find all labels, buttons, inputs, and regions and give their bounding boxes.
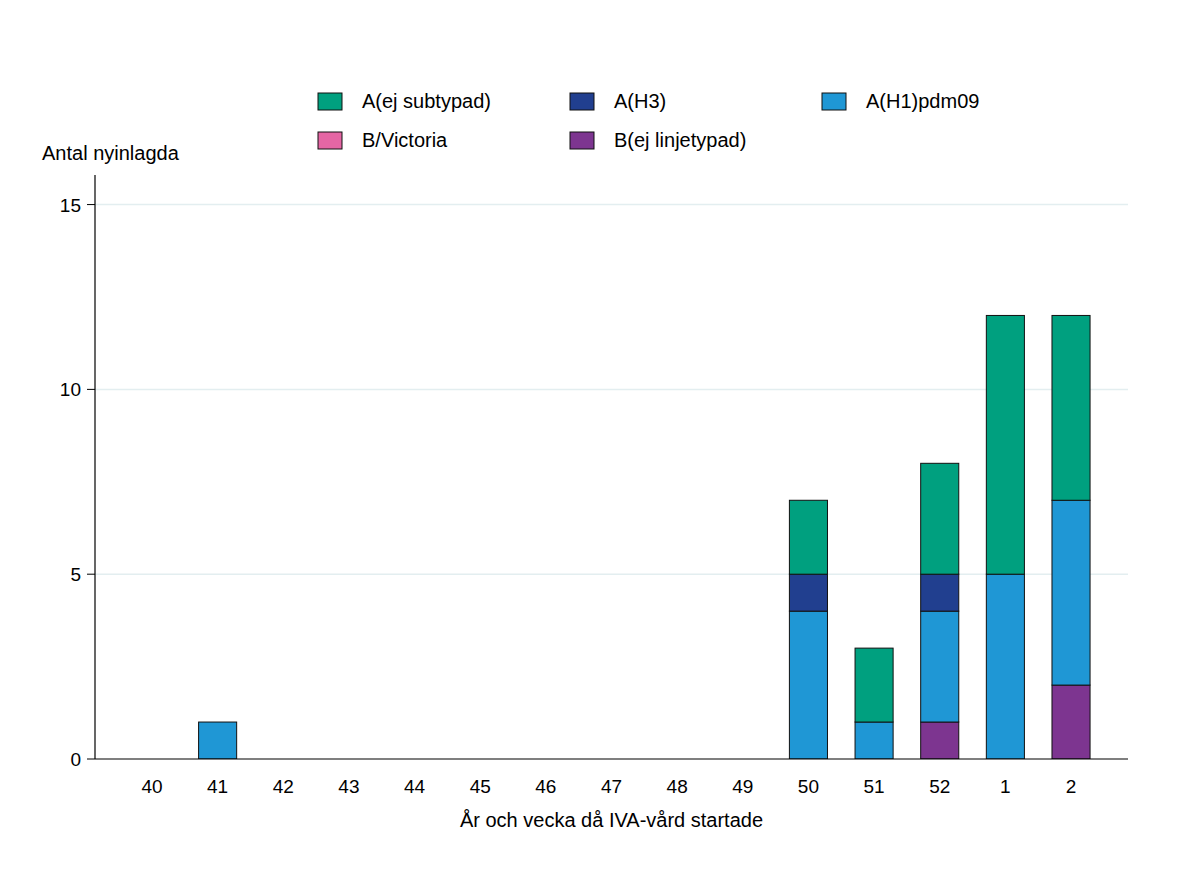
- bar-segment: [789, 574, 827, 611]
- legend-label: B(ej linjetypad): [614, 129, 746, 151]
- legend-label: A(ej subtypad): [362, 90, 491, 112]
- x-tick-label: 52: [929, 776, 950, 797]
- y-tick-label: 10: [60, 379, 81, 400]
- x-tick-label: 41: [207, 776, 228, 797]
- chart: 0 5 10 15 40 41 42 43 44 45 46 47 48 49 50 51 52 1 2 År och…: [0, 0, 1204, 876]
- grid-line: [95, 204, 1128, 206]
- x-tick-label: 42: [273, 776, 294, 797]
- x-axis-label: År och vecka då IVA-vård startade: [460, 809, 763, 831]
- bar-segment: [921, 611, 959, 722]
- x-tick-label: 48: [667, 776, 688, 797]
- y-tick-label: 0: [70, 749, 81, 770]
- grid-line: [95, 573, 1128, 575]
- y-tick-label: 5: [70, 564, 81, 585]
- bar-segment: [986, 574, 1024, 759]
- x-tick-label: 47: [601, 776, 622, 797]
- legend-label: B/Victoria: [362, 129, 448, 151]
- x-tick-label: 1: [1000, 776, 1011, 797]
- bar-segment: [1052, 500, 1090, 685]
- bar-segment: [986, 315, 1024, 574]
- x-tick-label: 40: [141, 776, 162, 797]
- y-tick: [87, 574, 95, 575]
- x-tick-label: 2: [1066, 776, 1077, 797]
- legend-swatch: [822, 93, 846, 110]
- y-tick: [87, 389, 95, 390]
- y-tick: [87, 759, 95, 760]
- bar-segment: [199, 722, 237, 723]
- x-tick-label: 49: [732, 776, 753, 797]
- x-tick-label: 51: [864, 776, 885, 797]
- bar-segment: [855, 648, 893, 722]
- x-tick-label: 45: [470, 776, 491, 797]
- bar-segment: [789, 500, 827, 574]
- bar-segment: [1052, 685, 1090, 759]
- legend-swatch: [570, 93, 594, 110]
- bar-segment: [199, 722, 237, 723]
- bar-segment: [855, 722, 893, 759]
- y-tick: [87, 204, 95, 205]
- bar-segment: [199, 722, 237, 759]
- x-tick-label: 46: [535, 776, 556, 797]
- legend-swatch: [318, 93, 342, 110]
- x-tick-label: 43: [338, 776, 359, 797]
- grid-line: [95, 389, 1128, 391]
- y-axis: [94, 175, 95, 759]
- y-axis-label: Antal nyinlagda: [42, 142, 180, 164]
- y-tick-label: 15: [60, 195, 81, 216]
- legend-swatch: [318, 132, 342, 149]
- bars: [199, 315, 1090, 759]
- bar-segment: [921, 574, 959, 611]
- legend-swatch: [570, 132, 594, 149]
- x-axis: [95, 758, 1128, 759]
- legend-label: A(H3): [614, 90, 666, 112]
- bar-segment: [789, 611, 827, 759]
- legend-label: A(H1)pdm09: [866, 90, 979, 112]
- x-tick-label: 50: [798, 776, 819, 797]
- x-tick-label: 44: [404, 776, 426, 797]
- bar-segment: [921, 722, 959, 759]
- bar-segment: [1052, 315, 1090, 500]
- bar-segment: [921, 463, 959, 574]
